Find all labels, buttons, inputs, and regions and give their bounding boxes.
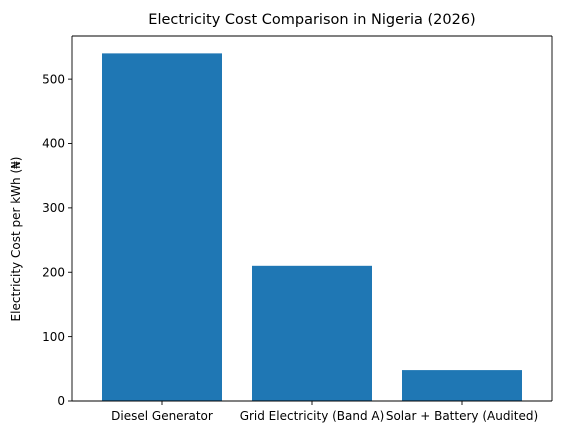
bars-group bbox=[102, 53, 522, 401]
y-tick-label: 0 bbox=[57, 394, 65, 408]
bar-1 bbox=[102, 53, 222, 401]
y-tick-label: 300 bbox=[42, 201, 65, 215]
y-tick-label: 500 bbox=[42, 72, 65, 86]
chart-title: Electricity Cost Comparison in Nigeria (… bbox=[148, 12, 475, 28]
ticks-group: 0 100 200 300 400 500 Diesel Generator Grid Ele… bbox=[42, 72, 538, 423]
y-tick-label: 100 bbox=[42, 330, 65, 344]
y-tick-label: 200 bbox=[42, 265, 65, 279]
bar-3 bbox=[402, 370, 522, 401]
bar-2 bbox=[252, 265, 372, 401]
y-tick-label: 400 bbox=[42, 137, 65, 151]
x-tick-label: Diesel Generator bbox=[111, 409, 213, 423]
x-tick-label: Solar + Battery (Audited) bbox=[386, 409, 538, 423]
x-tick-label: Grid Electricity (Band A) bbox=[240, 409, 385, 423]
y-axis-label: Electricity Cost per kWh (₦) bbox=[9, 157, 23, 322]
